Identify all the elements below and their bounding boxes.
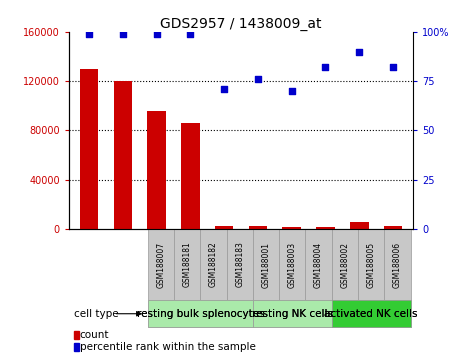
FancyBboxPatch shape xyxy=(358,229,384,300)
Text: resting bulk splenocytes: resting bulk splenocytes xyxy=(136,309,264,319)
Point xyxy=(153,31,161,37)
FancyBboxPatch shape xyxy=(305,229,332,300)
Bar xyxy=(147,110,166,229)
Text: GSM188182: GSM188182 xyxy=(209,242,218,287)
Point xyxy=(254,76,262,82)
FancyBboxPatch shape xyxy=(332,300,410,327)
Title: GDS2957 / 1438009_at: GDS2957 / 1438009_at xyxy=(160,17,322,31)
FancyBboxPatch shape xyxy=(227,229,253,300)
FancyBboxPatch shape xyxy=(148,300,253,327)
Bar xyxy=(283,227,301,229)
Point xyxy=(322,64,329,70)
FancyBboxPatch shape xyxy=(253,300,332,327)
Text: GSM188005: GSM188005 xyxy=(367,241,376,287)
Bar xyxy=(248,225,267,229)
Text: resting NK cells: resting NK cells xyxy=(252,309,333,319)
Point xyxy=(355,49,363,55)
Text: GSM188002: GSM188002 xyxy=(341,241,350,287)
Text: activated NK cells: activated NK cells xyxy=(324,309,418,319)
FancyBboxPatch shape xyxy=(332,300,410,327)
Point xyxy=(389,64,397,70)
Point xyxy=(220,86,228,92)
FancyBboxPatch shape xyxy=(148,229,174,300)
FancyBboxPatch shape xyxy=(279,229,305,300)
Text: GSM188003: GSM188003 xyxy=(288,241,297,287)
Bar xyxy=(114,81,132,229)
Point xyxy=(187,31,194,37)
Text: GSM188006: GSM188006 xyxy=(393,241,402,287)
Bar xyxy=(181,123,200,229)
Bar xyxy=(74,343,79,351)
FancyBboxPatch shape xyxy=(253,300,332,327)
FancyBboxPatch shape xyxy=(384,229,410,300)
Text: GSM188004: GSM188004 xyxy=(314,241,323,287)
Text: GSM188001: GSM188001 xyxy=(262,241,271,287)
FancyBboxPatch shape xyxy=(332,229,358,300)
Point xyxy=(288,88,295,94)
Bar xyxy=(316,227,335,229)
Point xyxy=(119,31,127,37)
FancyBboxPatch shape xyxy=(148,300,253,327)
Text: GSM188007: GSM188007 xyxy=(156,241,165,287)
Text: GSM188183: GSM188183 xyxy=(235,241,244,287)
Text: activated NK cells: activated NK cells xyxy=(324,309,418,319)
Text: resting NK cells: resting NK cells xyxy=(252,309,333,319)
Point xyxy=(86,31,93,37)
FancyBboxPatch shape xyxy=(253,229,279,300)
Bar xyxy=(350,222,369,229)
Bar xyxy=(384,226,402,229)
FancyBboxPatch shape xyxy=(174,229,200,300)
Text: cell type: cell type xyxy=(74,309,119,319)
Text: count: count xyxy=(80,330,109,340)
Bar xyxy=(74,331,79,339)
Bar xyxy=(215,226,234,229)
Text: percentile rank within the sample: percentile rank within the sample xyxy=(80,342,256,352)
FancyBboxPatch shape xyxy=(200,229,227,300)
Bar xyxy=(80,69,98,229)
Text: resting bulk splenocytes: resting bulk splenocytes xyxy=(136,309,264,319)
Text: GSM188181: GSM188181 xyxy=(183,242,192,287)
